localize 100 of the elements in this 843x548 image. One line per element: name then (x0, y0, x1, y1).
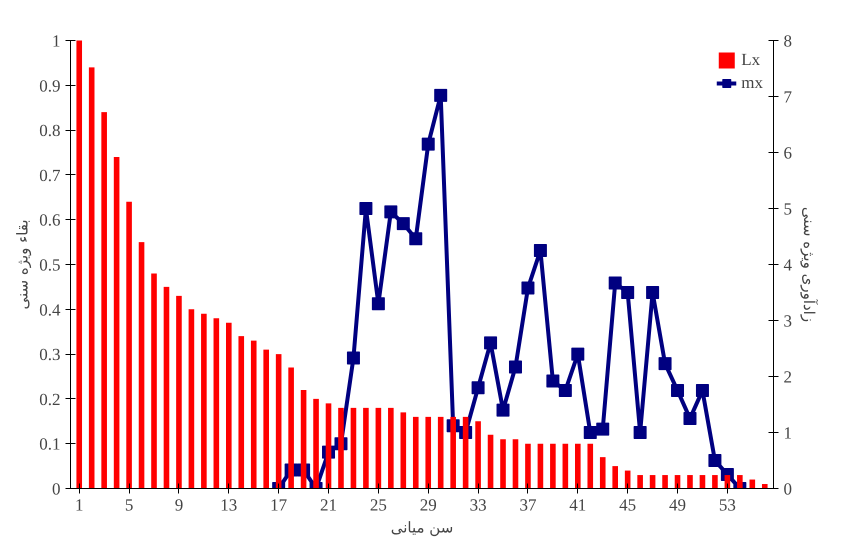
x-tick-label: 49 (669, 496, 686, 514)
point (422, 138, 435, 151)
x-tick-label: 17 (270, 496, 288, 514)
y-tick-label: 0.1 (39, 434, 60, 454)
bar (226, 322, 232, 488)
bar (126, 202, 132, 488)
y2-tick-label: 8 (784, 32, 792, 50)
y-tick-label: 0.4 (39, 300, 61, 320)
bar (562, 444, 568, 488)
bar (500, 439, 506, 488)
bar (488, 434, 494, 488)
x-tick-label: 37 (519, 496, 537, 514)
x-tick-label: 9 (174, 496, 184, 514)
bar (313, 398, 319, 488)
point (671, 384, 684, 397)
x-tick-label: 25 (370, 496, 387, 514)
y2-tick-label: 0 (784, 480, 792, 498)
bar (376, 408, 382, 488)
bar (76, 40, 82, 488)
bar (637, 475, 643, 488)
bar (438, 416, 444, 488)
point (646, 286, 660, 299)
point (708, 454, 722, 467)
point (608, 276, 622, 290)
bar (114, 156, 120, 488)
point (621, 286, 634, 299)
y-tick-label: 0.5 (39, 256, 60, 274)
point (359, 202, 372, 215)
point (521, 282, 534, 295)
bar (575, 444, 581, 488)
bar (425, 416, 432, 488)
bar (176, 296, 182, 488)
point (534, 244, 547, 257)
bar (525, 444, 531, 488)
bar (600, 457, 606, 488)
point (683, 412, 696, 425)
bar (624, 470, 630, 488)
y2-tick-label: 3 (784, 312, 792, 330)
bar (662, 475, 668, 488)
bar (276, 354, 282, 488)
legend-label: mx (741, 73, 763, 93)
y-tick-label: 0.3 (39, 345, 60, 364)
bar (138, 242, 144, 488)
x-tick-label: 13 (220, 496, 238, 514)
point (472, 381, 485, 394)
x-tick-label: 53 (718, 496, 736, 514)
bar (188, 309, 194, 488)
bar (363, 408, 369, 488)
y-tick-label: 0 (52, 480, 60, 498)
point (658, 357, 672, 370)
y-tick-label: 0.7 (39, 166, 61, 185)
bar (750, 480, 756, 488)
point (584, 426, 597, 439)
x-axis-title: سن میانی (390, 518, 454, 536)
point (346, 352, 360, 365)
bar (687, 475, 693, 488)
point (409, 232, 422, 246)
bar (650, 475, 656, 488)
point (571, 348, 584, 361)
y-tick-label: 0.9 (39, 76, 60, 96)
bar (201, 314, 207, 488)
bar (712, 475, 718, 488)
bar (300, 390, 306, 488)
bar (674, 475, 680, 488)
point (372, 297, 385, 310)
bar (538, 444, 544, 488)
bar (164, 286, 170, 488)
point (696, 384, 709, 397)
point (596, 422, 610, 436)
x-tick-label: 45 (619, 496, 636, 514)
point (496, 404, 510, 417)
x-tick-label: 33 (470, 496, 487, 514)
bar (350, 408, 356, 488)
bar (288, 368, 294, 488)
x-tick-label: 21 (320, 496, 338, 514)
y-tick-label: 0.6 (39, 210, 60, 230)
point (384, 205, 398, 218)
x-tick-label: 1 (74, 496, 84, 514)
y-tick-label: 0.2 (39, 390, 60, 409)
y2-tick-label: 1 (784, 424, 792, 442)
point (396, 217, 410, 230)
bar (462, 416, 468, 488)
y2-tick-label: 6 (784, 144, 792, 162)
bar (612, 466, 618, 488)
bar (400, 412, 406, 488)
x-tick-label: 41 (569, 496, 586, 514)
bar (737, 475, 743, 488)
point (546, 374, 560, 388)
y-tick-label: 0.8 (39, 121, 60, 140)
bar (550, 444, 556, 488)
point (634, 426, 647, 439)
bar (238, 336, 244, 488)
y-axis-title: بقاء ویژه سنی (13, 219, 32, 310)
x-tick-label: 29 (420, 496, 437, 514)
point (484, 336, 498, 350)
bar (214, 318, 220, 488)
point (508, 360, 522, 374)
bar (338, 408, 344, 488)
y-tick-label: 1 (52, 32, 60, 50)
y2-tick-label: 7 (784, 88, 792, 106)
